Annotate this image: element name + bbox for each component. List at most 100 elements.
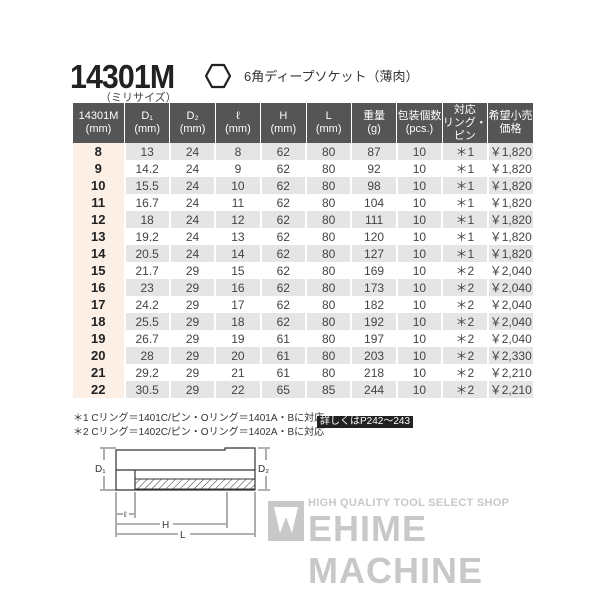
watermark-brand: EHIME MACHINE <box>308 508 483 591</box>
table-cell: 19 <box>214 330 261 347</box>
table-cell: 24 <box>168 177 216 194</box>
table-cell: 29.2 <box>123 364 170 381</box>
table-cell: 98 <box>350 177 397 194</box>
column-header: 14301M (mm) <box>73 103 125 143</box>
table-cell: 80 <box>304 330 352 347</box>
size-cell: 14 <box>73 245 125 262</box>
table-cell: ￥1,820 <box>486 143 533 160</box>
table-cell: 80 <box>304 347 352 364</box>
table-cell: ＊1 <box>441 245 488 262</box>
table-cell: 15.5 <box>123 177 170 194</box>
table-cell: 28 <box>123 347 170 364</box>
size-cell: 9 <box>73 160 125 177</box>
table-cell: 87 <box>350 143 397 160</box>
table-cell: 26.7 <box>123 330 170 347</box>
table-cell: ＊2 <box>441 279 488 296</box>
size-cell: 13 <box>73 228 125 245</box>
table-row: 22 30.5 29 22 65 85 244 10 ＊2 ￥2,210 <box>73 381 533 398</box>
table-row: 12 18 24 12 62 80 111 10 ＊1 ￥1,820 <box>73 211 533 228</box>
table-cell: 13 <box>123 143 170 160</box>
product-description: 6角ディープソケット（薄肉） <box>244 69 419 84</box>
table-cell: 62 <box>259 211 306 228</box>
table-cell: ＊1 <box>441 160 488 177</box>
d1-label: D₁ <box>95 464 106 475</box>
table-cell: 197 <box>350 330 397 347</box>
table-cell: 19.2 <box>123 228 170 245</box>
table-cell: 62 <box>259 194 306 211</box>
footnote-2: ＊2 Cリング＝1402C/ピン・Oリング＝1402A・Bに対応 <box>73 427 325 438</box>
table-cell: 30.5 <box>123 381 170 398</box>
size-cell: 16 <box>73 279 125 296</box>
watermark-tagline: HIGH QUALITY TOOL SELECT SHOP <box>308 497 510 509</box>
table-cell: 10 <box>395 143 443 160</box>
table-cell: 14.2 <box>123 160 170 177</box>
table-cell: ￥1,820 <box>486 177 533 194</box>
table-row: 17 24.2 29 17 62 80 182 10 ＊2 ￥2,040 <box>73 296 533 313</box>
table-cell: 12 <box>214 211 261 228</box>
table-row: 8 13 24 8 62 80 87 10 ＊1 ￥1,820 <box>73 143 533 160</box>
table-cell: ＊2 <box>441 347 488 364</box>
table-row: 13 19.2 24 13 62 80 120 10 ＊1 ￥1,820 <box>73 228 533 245</box>
table-cell: 62 <box>259 296 306 313</box>
table-cell: 62 <box>259 262 306 279</box>
table-cell: 10 <box>395 347 443 364</box>
size-cell: 8 <box>73 143 125 160</box>
size-cell: 10 <box>73 177 125 194</box>
column-header: D₂ (mm) <box>169 103 216 143</box>
table-cell: 29 <box>168 262 216 279</box>
socket-dimension-diagram: D₁ D₂ ℓ H L <box>95 447 270 540</box>
table-cell: 10 <box>395 194 443 211</box>
table-cell: 13 <box>214 228 261 245</box>
table-cell: 92 <box>350 160 397 177</box>
table-cell: ＊1 <box>441 194 488 211</box>
table-cell: 218 <box>350 364 397 381</box>
table-cell: 62 <box>259 177 306 194</box>
page-reference-badge: 詳しくはP242～243 <box>317 416 414 428</box>
table-cell: 10 <box>395 262 443 279</box>
table-row: 15 21.7 29 15 62 80 169 10 ＊2 ￥2,040 <box>73 262 533 279</box>
table-row: 19 26.7 29 19 61 80 197 10 ＊2 ￥2,040 <box>73 330 533 347</box>
table-cell: 10 <box>395 313 443 330</box>
table-cell: ￥1,820 <box>486 228 533 245</box>
table-cell: 24 <box>168 228 216 245</box>
table-cell: 20 <box>214 347 261 364</box>
table-row: 9 14.2 24 9 62 80 92 10 ＊1 ￥1,820 <box>73 160 533 177</box>
size-cell: 20 <box>73 347 125 364</box>
table-cell: 16.7 <box>123 194 170 211</box>
column-header: D₁ (mm) <box>123 103 170 143</box>
table-cell: 80 <box>304 245 352 262</box>
table-cell: 11 <box>214 194 261 211</box>
table-cell: 61 <box>259 330 306 347</box>
table-row: 16 23 29 16 62 80 173 10 ＊2 ￥2,040 <box>73 279 533 296</box>
table-cell: ￥2,040 <box>486 313 533 330</box>
table-cell: 65 <box>259 381 306 398</box>
table-cell: 21 <box>214 364 261 381</box>
table-cell: 18 <box>123 211 170 228</box>
table-cell: 62 <box>259 228 306 245</box>
hexagon-icon <box>205 63 231 89</box>
table-cell: ￥2,040 <box>486 279 533 296</box>
table-cell: 182 <box>350 296 397 313</box>
table-cell: 10 <box>395 228 443 245</box>
table-cell: 10 <box>395 296 443 313</box>
table-cell: 21.7 <box>123 262 170 279</box>
table-cell: 203 <box>350 347 397 364</box>
table-cell: ＊1 <box>441 177 488 194</box>
table-cell: ￥2,040 <box>486 330 533 347</box>
l-label: ℓ <box>123 510 127 519</box>
table-cell: ￥2,210 <box>486 364 533 381</box>
table-cell: 10 <box>395 330 443 347</box>
table-cell: 24 <box>168 211 216 228</box>
column-header: 重量 (g) <box>350 103 397 143</box>
size-cell: 11 <box>73 194 125 211</box>
size-cell: 21 <box>73 364 125 381</box>
size-cell: 15 <box>73 262 125 279</box>
table-cell: 244 <box>350 381 397 398</box>
table-cell: 111 <box>350 211 397 228</box>
column-header: L (mm) <box>305 103 352 143</box>
footnotes: ＊1 Cリング＝1401C/ピン・Oリング＝1401A・Bに対応 ＊2 Cリング… <box>73 412 324 440</box>
table-cell: 192 <box>350 313 397 330</box>
table-cell: 10 <box>395 279 443 296</box>
column-header: H (mm) <box>260 103 306 143</box>
table-cell: 29 <box>168 330 216 347</box>
